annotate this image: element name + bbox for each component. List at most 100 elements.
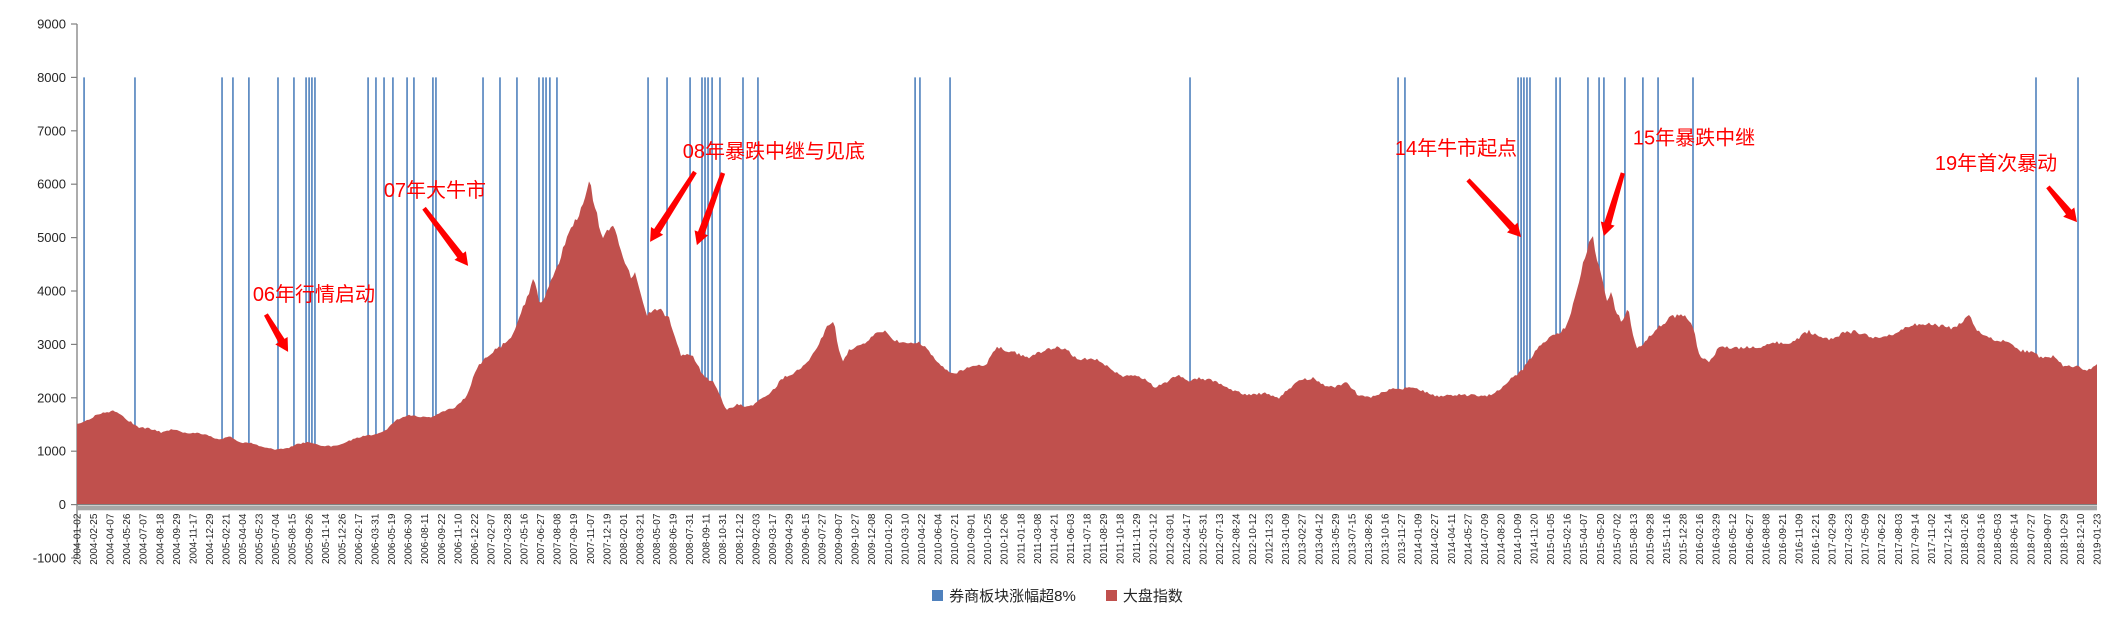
- x-tick-label: 2016-05-12: [1728, 513, 1739, 565]
- x-tick-label: 2007-06-27: [536, 513, 547, 565]
- x-tick-label: 2005-09-26: [304, 513, 315, 565]
- annotation-arrow: [2046, 185, 2077, 223]
- x-tick-label: 2010-04-22: [917, 513, 928, 565]
- y-tick-label: 5000: [37, 230, 66, 245]
- legend-label-index: 大盘指数: [1122, 588, 1183, 605]
- x-tick-label: 2015-12-28: [1679, 513, 1690, 565]
- x-tick-label: 2010-03-10: [900, 513, 911, 565]
- x-tick-label: 2010-06-04: [933, 513, 944, 565]
- x-tick-label: 2018-10-29: [2059, 513, 2070, 565]
- x-tick-label: 2009-09-07: [834, 513, 845, 565]
- x-tick-label: 2015-01-05: [1546, 513, 1557, 565]
- y-tick-label: -1000: [33, 551, 66, 566]
- x-tick-label: 2006-06-30: [404, 513, 415, 565]
- x-tick-label: 2005-02-21: [222, 513, 233, 565]
- x-tick-label: 2004-02-25: [89, 513, 100, 565]
- x-tick-label: 2017-11-02: [1927, 513, 1938, 564]
- x-tick-label: 2008-07-31: [685, 513, 696, 565]
- x-tick-label: 2011-07-18: [1083, 513, 1094, 564]
- y-tick-label: 0: [59, 497, 66, 512]
- x-tick-label: 2013-10-16: [1381, 513, 1392, 565]
- x-tick-label: 2011-08-29: [1099, 513, 1110, 564]
- x-tick-label: 2015-07-02: [1612, 513, 1623, 565]
- x-tick-label: 2006-05-19: [387, 513, 398, 565]
- x-tick-label: 2007-08-08: [553, 513, 564, 565]
- x-tick-label: 2012-04-17: [1182, 513, 1193, 565]
- x-tick-label: 2017-05-09: [1861, 513, 1872, 565]
- x-tick-label: 2004-09-29: [172, 513, 183, 565]
- legend-item-index: 大盘指数: [1105, 585, 1183, 606]
- x-tick-label: 2009-06-15: [801, 513, 812, 565]
- x-tick-label: 2005-05-23: [255, 513, 266, 565]
- annotation-arrow: [422, 206, 469, 266]
- x-tick-label: 2015-08-13: [1629, 513, 1640, 565]
- x-tick-label: 2014-11-20: [1530, 513, 1541, 564]
- x-tick-label: 2008-02-01: [619, 513, 630, 565]
- x-tick-label: 2004-05-26: [122, 513, 133, 565]
- x-tick-label: 2010-07-21: [950, 513, 961, 565]
- legend: 券商板块涨幅超8% 大盘指数: [0, 585, 2115, 606]
- x-tick-label: 2017-03-23: [1844, 513, 1855, 565]
- x-tick-label: 2006-11-10: [453, 513, 464, 564]
- x-tick-label: 2015-02-16: [1563, 513, 1574, 565]
- x-tick-label: 2018-06-14: [2010, 513, 2021, 565]
- x-tick-label: 2013-01-09: [1281, 513, 1292, 565]
- x-tick-label: 2011-04-21: [1049, 513, 1060, 564]
- x-tick-label: 2015-05-20: [1596, 513, 1607, 565]
- x-tick-label: 2006-02-17: [354, 513, 365, 565]
- x-tick-label: 2008-06-19: [669, 513, 680, 565]
- x-tick-label: 2005-11-14: [321, 513, 332, 564]
- annotation-arrow: [650, 170, 697, 242]
- annotation-label: 06年行情启动: [253, 283, 375, 306]
- x-tick-label: 2007-12-19: [602, 513, 613, 565]
- x-tick-label: 2017-02-09: [1828, 513, 1839, 565]
- x-tick-label: 2009-03-17: [768, 513, 779, 565]
- x-tick-label: 2006-09-22: [437, 513, 448, 565]
- x-tick-label: 2016-12-21: [1811, 513, 1822, 565]
- x-tick-label: 2012-10-12: [1248, 513, 1259, 565]
- annotation-label: 19年首次暴动: [1935, 152, 2057, 175]
- legend-swatch-index: [1105, 590, 1117, 601]
- y-tick-label: 2000: [37, 390, 66, 405]
- x-tick-label: 2016-09-21: [1778, 513, 1789, 565]
- annotation-label: 07年大牛市: [384, 179, 486, 202]
- x-tick-label: 2011-06-03: [1066, 513, 1077, 564]
- x-tick-label: 2012-11-23: [1265, 513, 1276, 564]
- y-tick-label: 4000: [37, 284, 66, 299]
- x-tick-label: 2009-10-27: [851, 513, 862, 565]
- y-tick-label: 3000: [37, 337, 66, 352]
- x-tick-label: 2008-12-12: [735, 513, 746, 565]
- x-tick-label: 2009-12-08: [867, 513, 878, 565]
- x-tick-label: 2009-02-03: [751, 513, 762, 565]
- x-tick-label: 2011-11-29: [1132, 513, 1143, 563]
- x-tick-label: 2016-03-29: [1712, 513, 1723, 565]
- x-tick-label: 2004-01-02: [73, 513, 84, 565]
- market-index-area: [77, 181, 2097, 505]
- legend-label-surge: 券商板块涨幅超8%: [949, 588, 1076, 605]
- x-tick-label: 2018-05-03: [1993, 513, 2004, 565]
- x-tick-label: 2005-07-04: [271, 513, 282, 565]
- x-tick-label: 2008-05-07: [652, 513, 663, 565]
- x-tick-label: 2013-07-15: [1347, 513, 1358, 565]
- x-tick-label: 2011-01-18: [1016, 513, 1027, 564]
- legend-item-surge: 券商板块涨幅超8%: [932, 585, 1076, 606]
- x-tick-label: 2005-12-26: [337, 513, 348, 565]
- x-tick-label: 2013-05-29: [1331, 513, 1342, 565]
- x-tick-label: 2011-03-08: [1033, 513, 1044, 564]
- x-tick-label: 2010-01-20: [884, 513, 895, 565]
- y-tick-label: 6000: [37, 177, 66, 192]
- x-tick-label: 2007-05-16: [520, 513, 531, 565]
- x-tick-label: 2005-04-04: [238, 513, 249, 565]
- x-tick-label: 2016-02-16: [1695, 513, 1706, 565]
- x-tick-label: 2007-03-28: [503, 513, 514, 565]
- x-tick-label: 2008-03-21: [635, 513, 646, 565]
- x-tick-label: 2014-08-20: [1496, 513, 1507, 565]
- x-tick-label: 2004-12-29: [205, 513, 216, 565]
- x-tick-label: 2015-11-16: [1662, 513, 1673, 564]
- x-tick-label: 2014-04-11: [1447, 513, 1458, 564]
- x-tick-label: 2010-10-25: [983, 513, 994, 565]
- legend-swatch-surge: [932, 590, 944, 601]
- y-tick-label: 7000: [37, 123, 66, 138]
- x-tick-label: 2013-11-27: [1397, 513, 1408, 564]
- x-tick-label: 2008-10-31: [718, 513, 729, 565]
